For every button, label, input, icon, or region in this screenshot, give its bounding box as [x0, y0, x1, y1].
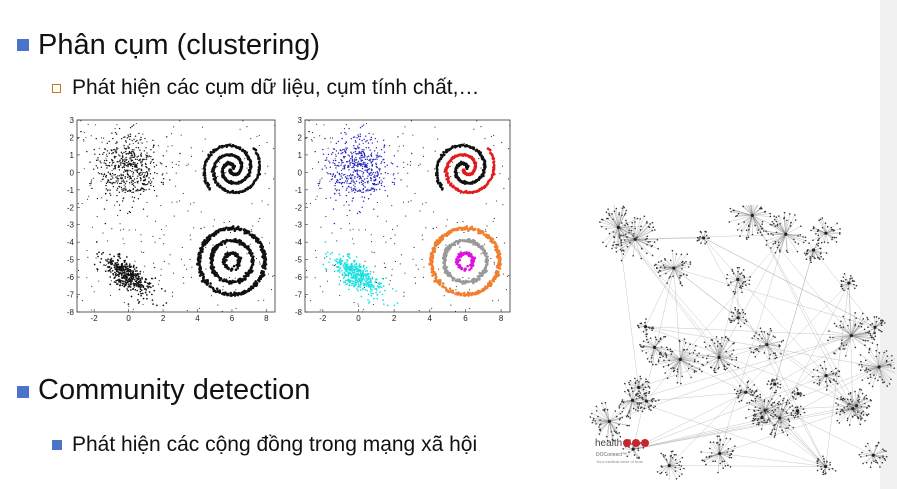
y-tick-label: -1 — [67, 186, 75, 195]
y-tick-label: 2 — [298, 133, 303, 142]
network-edges — [609, 215, 880, 467]
y-tick-label: -7 — [67, 291, 75, 300]
x-tick-label: -2 — [319, 314, 327, 323]
sub-bullet-icon — [52, 84, 61, 93]
bullet-square-icon — [17, 386, 29, 398]
y-tick-label: 2 — [70, 133, 75, 142]
bullet-square-icon — [17, 39, 29, 51]
community-network-graph — [589, 205, 895, 480]
y-tick-label: 3 — [70, 116, 75, 125]
x-tick-label: 8 — [264, 314, 269, 323]
y-tick-label: -7 — [295, 291, 303, 300]
logo-dot-icon — [632, 439, 641, 447]
logo-dot-icon — [641, 439, 650, 447]
y-tick-label: -4 — [67, 238, 75, 247]
x-tick-label: 8 — [499, 314, 504, 323]
clustering-heading: Phân cụm (clustering) — [38, 29, 321, 61]
y-tick-label: -1 — [295, 186, 303, 195]
logo-word: health — [595, 438, 623, 449]
clustering-subtext: Phát hiện các cụm dữ liệu, cụm tính chất… — [72, 76, 480, 99]
y-tick-label: 3 — [298, 116, 303, 125]
y-tick-label: 0 — [70, 168, 75, 177]
community-heading: Community detection — [38, 374, 311, 406]
y-tick-label: 0 — [298, 168, 303, 177]
right-edge-strip — [880, 0, 897, 489]
x-tick-label: 6 — [463, 314, 468, 323]
community-subtext: Phát hiện các cộng đồng trong mạng xã hộ… — [72, 433, 478, 456]
y-tick-label: -6 — [295, 273, 303, 282]
clustering-result-plot: -2 0 2 4 6 8 3 2 1 0 -1 -2 -3 -4 -5 -6 -7 -8 — [295, 116, 511, 323]
y-tick-label: 1 — [70, 151, 75, 160]
x-tick-label: 4 — [195, 314, 200, 323]
x-tick-label: 6 — [230, 314, 235, 323]
clustering-input-plot: -2 0 2 4 6 8 3 2 1 0 -1 -2 -3 -4 -5 -6 -7 -8 — [67, 116, 276, 323]
logo-dot-icon — [623, 439, 632, 447]
scatter-points — [304, 120, 511, 313]
x-tick-label: -2 — [91, 314, 99, 323]
x-tick-label: 4 — [428, 314, 433, 323]
y-tick-label: -5 — [67, 256, 75, 265]
network-nodes — [589, 205, 895, 480]
y-tick-label: -2 — [67, 203, 75, 212]
x-tick-label: 2 — [392, 314, 397, 323]
x-tick-label: 0 — [356, 314, 361, 323]
x-tick-label: 2 — [161, 314, 166, 323]
y-tick-label: 1 — [298, 151, 303, 160]
scatter-points — [76, 120, 276, 313]
plot-frame — [304, 119, 511, 313]
y-tick-label: -8 — [67, 308, 75, 317]
bullet-square-icon — [52, 440, 62, 450]
healthdoc-logo: health — [595, 438, 650, 449]
y-tick-label: -3 — [67, 221, 75, 230]
y-tick-label: -4 — [295, 238, 303, 247]
y-tick-label: -6 — [67, 273, 75, 282]
plot-frame — [76, 119, 276, 313]
logo-line1: DOConnect™ — [596, 452, 628, 458]
y-tick-label: -2 — [295, 203, 303, 212]
logo-line2: Your medical circle of trust — [596, 459, 643, 464]
y-tick-label: -8 — [295, 308, 303, 317]
y-tick-label: -5 — [295, 256, 303, 265]
x-tick-label: 0 — [126, 314, 131, 323]
y-tick-label: -3 — [295, 221, 303, 230]
